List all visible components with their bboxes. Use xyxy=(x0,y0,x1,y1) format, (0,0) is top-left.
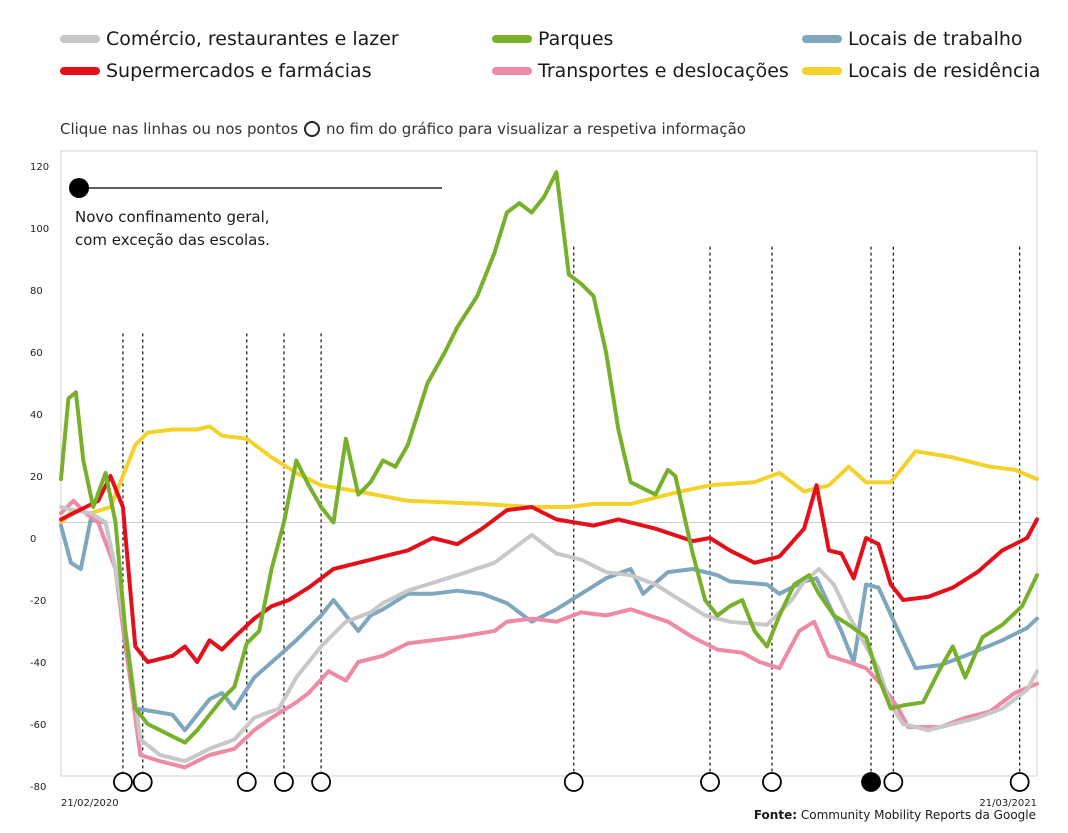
event-marker[interactable] xyxy=(132,772,153,792)
y-tick-label: 60 xyxy=(30,348,43,359)
legend-item-residential[interactable]: Locais de residência xyxy=(802,60,1040,82)
legend-swatch xyxy=(60,67,100,75)
legend-swatch xyxy=(60,35,100,43)
series-line-workplaces[interactable] xyxy=(59,517,1039,733)
y-tick-label: 100 xyxy=(30,224,49,235)
legend-label: Parques xyxy=(538,28,614,50)
event-lines xyxy=(122,246,1021,772)
series-line-parks[interactable] xyxy=(59,170,1039,745)
source-text: Community Mobility Reports da Google xyxy=(800,808,1036,822)
circle-icon xyxy=(304,121,321,137)
event-marker[interactable] xyxy=(563,772,584,792)
event-markers xyxy=(113,772,1030,792)
y-tick-label: 20 xyxy=(30,472,43,483)
legend-item-transit[interactable]: Transportes e deslocações xyxy=(492,60,789,82)
event-marker[interactable] xyxy=(883,772,904,792)
y-tick-label: -60 xyxy=(30,720,46,731)
y-tick-label: -80 xyxy=(30,782,46,793)
y-tick-label: 0 xyxy=(30,534,36,545)
y-tick-label: -20 xyxy=(30,596,46,607)
legend-item-grocery[interactable]: Supermercados e farmácias xyxy=(60,60,372,82)
instruction-before: Clique nas linhas ou nos pontos xyxy=(60,120,299,138)
event-marker-active[interactable] xyxy=(861,772,881,792)
event-marker[interactable] xyxy=(236,772,257,792)
x-end-label: 21/03/2021 xyxy=(979,798,1037,809)
series-lines xyxy=(59,170,1039,770)
legend-swatch xyxy=(492,35,532,43)
legend-label: Transportes e deslocações xyxy=(538,60,789,82)
event-marker[interactable] xyxy=(1009,772,1030,792)
legend-label: Supermercados e farmácias xyxy=(106,60,372,82)
instruction-text: Clique nas linhas ou nos pontos no fim d… xyxy=(60,120,746,138)
series-line-retail[interactable] xyxy=(59,505,1039,764)
legend-swatch xyxy=(802,67,842,75)
legend-label: Comércio, restaurantes e lazer xyxy=(106,28,399,50)
annotation-line1: Novo confinamento geral, xyxy=(75,208,270,226)
event-marker[interactable] xyxy=(113,772,133,792)
legend-label: Locais de trabalho xyxy=(848,28,1023,50)
y-tick-label: 80 xyxy=(30,286,43,297)
annotation-dot xyxy=(69,178,89,198)
y-tick-label: 120 xyxy=(30,162,49,173)
y-tick-label: -40 xyxy=(30,658,46,669)
event-marker[interactable] xyxy=(762,772,782,792)
event-marker[interactable] xyxy=(274,772,294,792)
legend-item-parks[interactable]: Parques xyxy=(492,28,613,50)
annotation-line2: com exceção das escolas. xyxy=(75,231,270,249)
x-start-label: 21/02/2020 xyxy=(61,798,119,809)
y-axis: 120 100 80 60 40 20 0 -20 -40 -60 -80 xyxy=(30,162,49,793)
instruction-after: no fim do gráfico para visualizar a resp… xyxy=(326,120,746,138)
event-marker[interactable] xyxy=(311,772,332,792)
annotation: Novo confinamento geral, com exceção das… xyxy=(69,178,442,249)
legend-label: Locais de residência xyxy=(848,60,1041,82)
legend-item-retail[interactable]: Comércio, restaurantes e lazer xyxy=(60,28,399,50)
legend-item-workplaces[interactable]: Locais de trabalho xyxy=(802,28,1023,50)
event-marker[interactable] xyxy=(700,772,720,792)
series-line-grocery[interactable] xyxy=(59,474,1039,664)
source-credit: Fonte: Community Mobility Reports da Goo… xyxy=(754,808,1036,822)
y-tick-label: 40 xyxy=(30,410,43,421)
legend-swatch xyxy=(802,35,842,43)
source-label: Fonte: xyxy=(753,808,798,822)
series-line-transit[interactable] xyxy=(59,498,1039,770)
legend-swatch xyxy=(492,67,532,75)
series-line-residential[interactable] xyxy=(59,424,1039,525)
